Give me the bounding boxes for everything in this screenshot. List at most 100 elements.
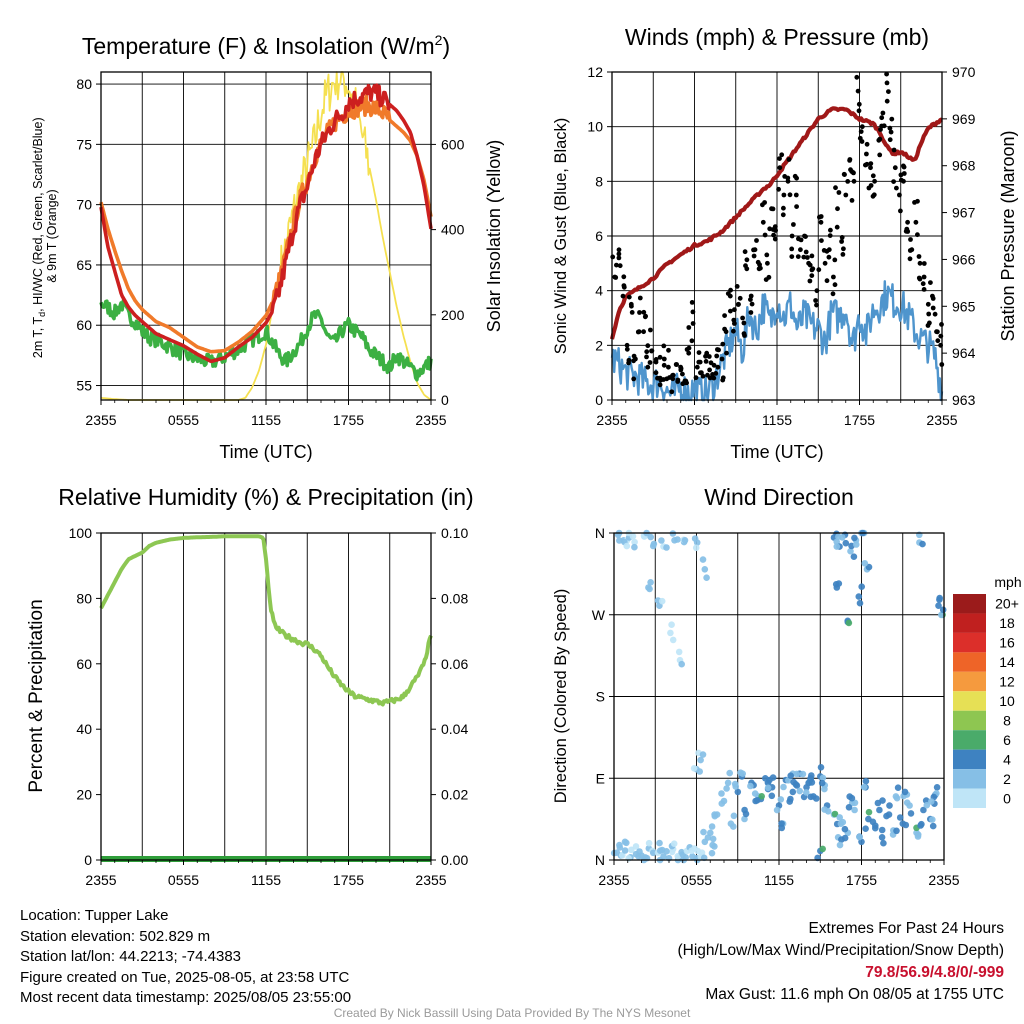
- direction-point: [865, 808, 873, 816]
- direction-point: [919, 540, 926, 548]
- gust-point: [809, 253, 815, 259]
- wind-direction-title: Wind Direction: [704, 484, 854, 510]
- gust-point: [850, 170, 856, 176]
- direction-point: [621, 847, 629, 854]
- direction-point: [656, 847, 664, 854]
- direction-point: [778, 824, 786, 832]
- direction-point: [777, 796, 785, 803]
- direction-point: [660, 853, 667, 860]
- gust-point: [731, 317, 737, 323]
- direction-point: [734, 788, 742, 796]
- winds-y2tick-label: 969: [952, 111, 976, 127]
- gust-point: [870, 193, 876, 199]
- temperature-ytick-label: 80: [76, 76, 92, 92]
- direction-point: [935, 602, 942, 609]
- colorbar-label: 16: [999, 635, 1015, 651]
- gust-point: [795, 254, 801, 259]
- direction-point: [818, 779, 826, 787]
- wind-direction-points: [610, 529, 947, 864]
- gust-point: [891, 179, 896, 185]
- winds-ytick-label: 8: [595, 173, 603, 189]
- direction-point: [647, 579, 654, 586]
- gust-point: [675, 377, 681, 383]
- direction-point: [936, 594, 943, 602]
- colorbar-swatch: [953, 632, 986, 653]
- direction-point: [933, 784, 941, 791]
- humidity-xtick-label: 2355: [415, 872, 446, 888]
- direction-point: [663, 848, 670, 855]
- gust-point: [613, 275, 619, 280]
- gust-point: [666, 347, 671, 353]
- direction-point: [663, 544, 670, 551]
- direction-point: [670, 840, 678, 847]
- gust-point: [743, 263, 748, 269]
- temperature-y2label: Solar Insolation (Yellow): [484, 140, 504, 332]
- colorbar-label: 6: [1003, 732, 1011, 748]
- gust-point: [653, 357, 659, 362]
- direction-point: [894, 784, 902, 791]
- gust-point: [807, 278, 813, 284]
- direction-point: [690, 765, 698, 772]
- gust-point: [617, 263, 623, 269]
- gust-point: [741, 320, 747, 326]
- gust-point: [719, 356, 725, 362]
- gust-point: [700, 373, 706, 379]
- colorbar-swatch: [953, 749, 986, 770]
- direction-point: [923, 801, 931, 809]
- direction-point: [851, 806, 858, 814]
- gust-point: [657, 354, 663, 360]
- direction-point: [623, 839, 630, 847]
- gust-point: [776, 186, 781, 192]
- gust-point: [907, 256, 913, 262]
- direction-point: [708, 823, 716, 830]
- gust-point: [686, 325, 692, 330]
- gust-point: [751, 247, 756, 253]
- gust-point: [714, 353, 720, 359]
- wind-direction-xtick-label: 0555: [681, 872, 712, 888]
- direction-point: [846, 793, 853, 800]
- direction-point: [700, 828, 707, 836]
- gust-point: [620, 293, 626, 299]
- gust-point: [707, 367, 712, 373]
- gust-point: [666, 364, 671, 370]
- gust-point: [892, 165, 898, 171]
- gust-point: [661, 343, 667, 349]
- wind-direction-ylabel: Direction (Colored By Speed): [552, 589, 570, 804]
- winds-xtick-label: 1755: [844, 412, 875, 428]
- direction-point: [789, 788, 797, 796]
- gust-point: [830, 291, 836, 297]
- humidity-xtick-label: 1755: [333, 872, 364, 888]
- direction-point: [914, 831, 922, 838]
- humidity-y2tick-label: 0.10: [441, 525, 468, 541]
- gust-point: [920, 281, 926, 287]
- temperature-ytick-label: 75: [76, 136, 92, 152]
- gust-point: [930, 305, 936, 311]
- gust-point: [814, 288, 820, 294]
- gust-point: [757, 262, 762, 268]
- temperature-y2tick-label: 400: [441, 222, 465, 238]
- gust-point: [643, 313, 648, 319]
- gust-point: [710, 372, 715, 377]
- temperature-ytick-label: 70: [76, 197, 92, 213]
- direction-point: [711, 811, 718, 818]
- colorbar-label: 4: [1003, 751, 1011, 767]
- wind-direction-xtick-label: 1155: [764, 872, 794, 888]
- direction-point: [838, 836, 845, 843]
- gust-point: [816, 267, 822, 273]
- gust-point: [621, 284, 627, 290]
- gust-point: [742, 333, 747, 338]
- gust-point: [921, 287, 927, 292]
- direction-point: [819, 845, 826, 853]
- direction-point: [692, 544, 700, 552]
- gust-point: [686, 350, 692, 356]
- gust-point: [866, 185, 872, 191]
- gust-point: [856, 108, 862, 114]
- direction-point: [709, 841, 716, 849]
- gust-point: [839, 235, 845, 240]
- gust-point: [773, 228, 778, 233]
- direction-point: [883, 812, 890, 820]
- gust-point: [905, 229, 911, 234]
- humidity-ytick-label: 80: [76, 590, 92, 606]
- winds-y2tick-label: 966: [952, 251, 976, 267]
- colorbar-label: 10: [999, 693, 1015, 709]
